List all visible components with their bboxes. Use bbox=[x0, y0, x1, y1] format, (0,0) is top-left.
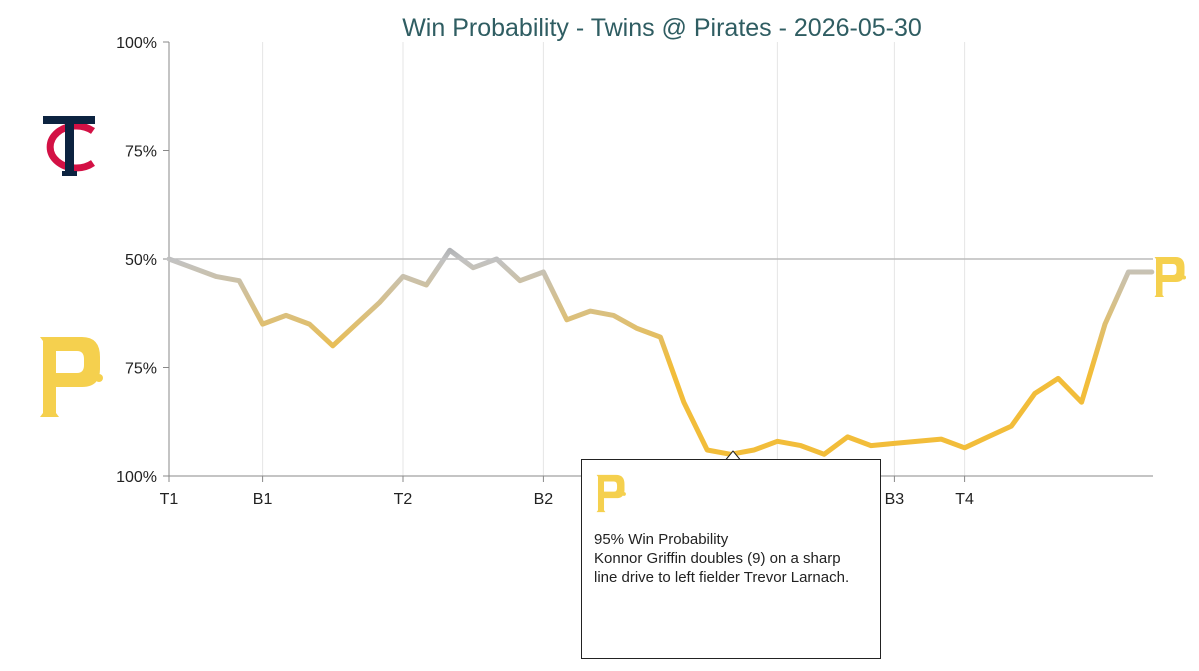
x-tick-label: B3 bbox=[885, 491, 905, 508]
tooltip-probability: 95% Win Probability bbox=[594, 531, 729, 548]
x-tick-label: B2 bbox=[534, 491, 554, 508]
x-tick-label: T1 bbox=[160, 491, 179, 508]
y-tick-label: 75% bbox=[125, 361, 157, 378]
win-probability-line[interactable] bbox=[166, 247, 1155, 457]
y-tick-label: 100% bbox=[116, 469, 157, 486]
y-tick-label: 100% bbox=[116, 35, 157, 52]
x-tick-label: T2 bbox=[394, 491, 413, 508]
y-ticks: 100% 75% 50% 75% 100% bbox=[116, 35, 169, 486]
x-tick-label: B1 bbox=[253, 491, 273, 508]
y-tick-label: 75% bbox=[125, 144, 157, 161]
chart-title: Win Probability - Twins @ Pirates - 2026… bbox=[402, 14, 922, 42]
tooltip-description: Konnor Griffin doubles (9) on a sharp li… bbox=[594, 550, 850, 586]
x-tick-label: T4 bbox=[955, 491, 974, 508]
y-tick-label: 50% bbox=[125, 252, 157, 269]
pirates-p-logo-icon bbox=[596, 474, 626, 513]
twins-tc-logo-icon bbox=[43, 116, 95, 176]
pirates-p-logo-icon bbox=[40, 337, 103, 417]
tooltip-pointer bbox=[725, 450, 741, 460]
event-tooltip: 95% Win Probability Konnor Griffin doubl… bbox=[581, 459, 881, 659]
pirates-end-logo-icon bbox=[1154, 257, 1186, 297]
